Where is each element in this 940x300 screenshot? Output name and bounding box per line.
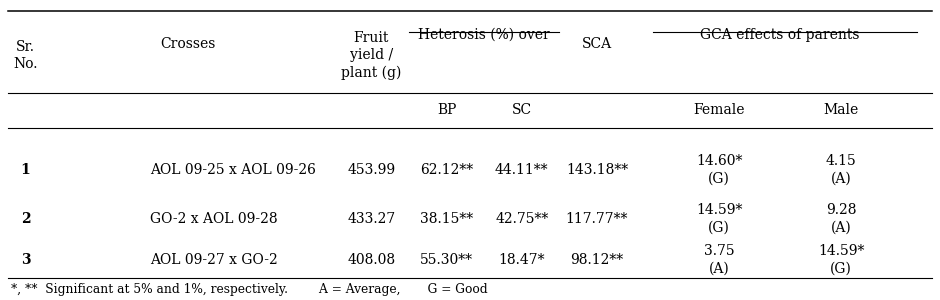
Text: 14.59*
(G): 14.59* (G) xyxy=(696,203,743,235)
Text: 44.11**: 44.11** xyxy=(495,163,548,176)
Text: Male: Male xyxy=(823,103,859,116)
Text: *, **  Significant at 5% and 1%, respectively.        A = Average,       G = Goo: *, ** Significant at 5% and 1%, respecti… xyxy=(11,283,488,296)
Text: 14.60*
(G): 14.60* (G) xyxy=(696,154,743,185)
Text: 9.28
(A): 9.28 (A) xyxy=(826,203,856,235)
Text: Fruit
yield /
plant (g): Fruit yield / plant (g) xyxy=(341,31,401,80)
Text: 14.59*
(G): 14.59* (G) xyxy=(818,244,865,275)
Text: GCA effects of parents: GCA effects of parents xyxy=(700,28,860,41)
Text: 1: 1 xyxy=(21,163,30,176)
Text: 453.99: 453.99 xyxy=(347,163,396,176)
Text: 3.75
(A): 3.75 (A) xyxy=(704,244,734,275)
Text: Sr.
No.: Sr. No. xyxy=(13,40,38,71)
Text: 62.12**: 62.12** xyxy=(420,163,473,176)
Text: 4.15
(A): 4.15 (A) xyxy=(826,154,856,185)
Text: 18.47*: 18.47* xyxy=(498,253,545,266)
Text: AOL 09-27 x GO-2: AOL 09-27 x GO-2 xyxy=(150,253,278,266)
Text: SCA: SCA xyxy=(582,37,612,50)
Text: 408.08: 408.08 xyxy=(347,253,396,266)
Text: 2: 2 xyxy=(21,212,30,226)
Text: 38.15**: 38.15** xyxy=(420,212,473,226)
Text: BP: BP xyxy=(437,103,456,116)
Text: Female: Female xyxy=(694,103,744,116)
Text: 42.75**: 42.75** xyxy=(495,212,548,226)
Text: 98.12**: 98.12** xyxy=(571,253,623,266)
Text: AOL 09-25 x AOL 09-26: AOL 09-25 x AOL 09-26 xyxy=(150,163,316,176)
Text: Crosses: Crosses xyxy=(161,37,215,50)
Text: 55.30**: 55.30** xyxy=(420,253,473,266)
Text: Heterosis (%) over: Heterosis (%) over xyxy=(418,28,550,41)
Text: 117.77**: 117.77** xyxy=(566,212,628,226)
Text: SC: SC xyxy=(511,103,532,116)
Text: 143.18**: 143.18** xyxy=(566,163,628,176)
Text: GO-2 x AOL 09-28: GO-2 x AOL 09-28 xyxy=(150,212,278,226)
Text: 433.27: 433.27 xyxy=(347,212,396,226)
Text: 3: 3 xyxy=(21,253,30,266)
